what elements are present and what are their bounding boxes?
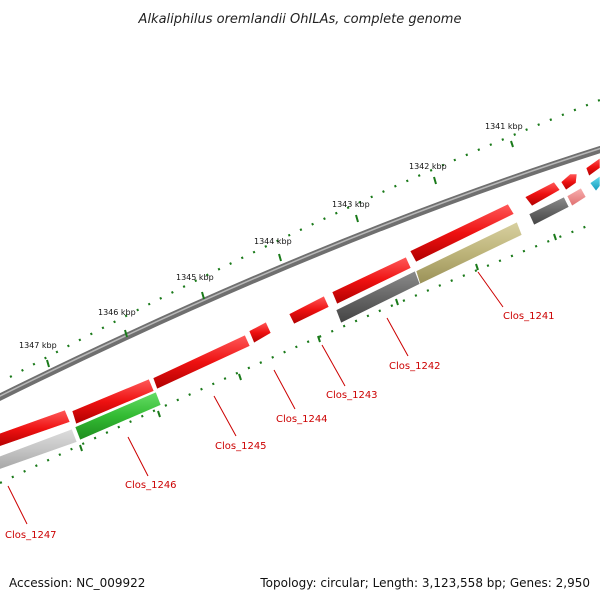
scale-major-ticks xyxy=(46,140,514,368)
forward-strand-genes xyxy=(0,157,600,447)
gene-arrow xyxy=(71,378,155,425)
label-leaders xyxy=(7,271,504,525)
gene-arrow xyxy=(409,203,515,263)
gene-labels: Clos_1241 Clos_1242 Clos_1243 Clos_1244 … xyxy=(5,311,555,541)
kbp-label-1342: 1342 kbp xyxy=(409,162,447,171)
gene-arrow xyxy=(248,321,272,344)
kbp-label-1341: 1341 kbp xyxy=(485,122,523,131)
gene-label-clos-1244: Clos_1244 xyxy=(276,414,328,425)
gene-arrow xyxy=(524,181,561,207)
gene-arrow xyxy=(335,270,421,324)
genome-backbone xyxy=(0,145,600,401)
gene-arrow xyxy=(589,175,600,192)
inner-scale xyxy=(0,223,591,484)
gene-arrow xyxy=(528,196,570,226)
kbp-label-1345: 1345 kbp xyxy=(176,273,214,282)
kbp-label-1347: 1347 kbp xyxy=(19,341,57,350)
gene-label-clos-1242: Clos_1242 xyxy=(389,361,441,372)
kbp-label-1346: 1346 kbp xyxy=(98,308,136,317)
coordinate-scale xyxy=(9,98,600,378)
gene-arrow xyxy=(152,334,251,390)
kbp-label-1344: 1344 kbp xyxy=(254,237,292,246)
gene-label-clos-1243: Clos_1243 xyxy=(326,390,378,401)
reverse-strand-genes xyxy=(0,175,600,470)
gene-arrow xyxy=(560,173,578,191)
gene-arrow xyxy=(74,391,162,441)
accession-text: Accession: NC_009922 xyxy=(9,576,146,590)
gene-arrow xyxy=(0,409,71,447)
gene-label-clos-1247: Clos_1247 xyxy=(5,530,57,541)
gene-arrow xyxy=(415,221,523,285)
map-title: Alkaliphilus oremlandii OhILAs, complete… xyxy=(138,12,462,27)
gene-arrow xyxy=(0,428,78,470)
gene-label-clos-1246: Clos_1246 xyxy=(125,480,177,491)
gene-label-clos-1245: Clos_1245 xyxy=(215,441,267,452)
gene-arrow xyxy=(566,187,587,207)
gene-arrow xyxy=(288,295,330,325)
gene-arrow xyxy=(585,157,600,177)
topology-text: Topology: circular; Length: 3,123,558 bp… xyxy=(260,576,590,590)
gene-label-clos-1241: Clos_1241 xyxy=(503,311,555,322)
kbp-labels: 1341 kbp 1342 kbp 1343 kbp 1344 kbp 1345… xyxy=(19,122,523,350)
kbp-label-1343: 1343 kbp xyxy=(332,200,370,209)
gene-arrow xyxy=(331,256,412,305)
